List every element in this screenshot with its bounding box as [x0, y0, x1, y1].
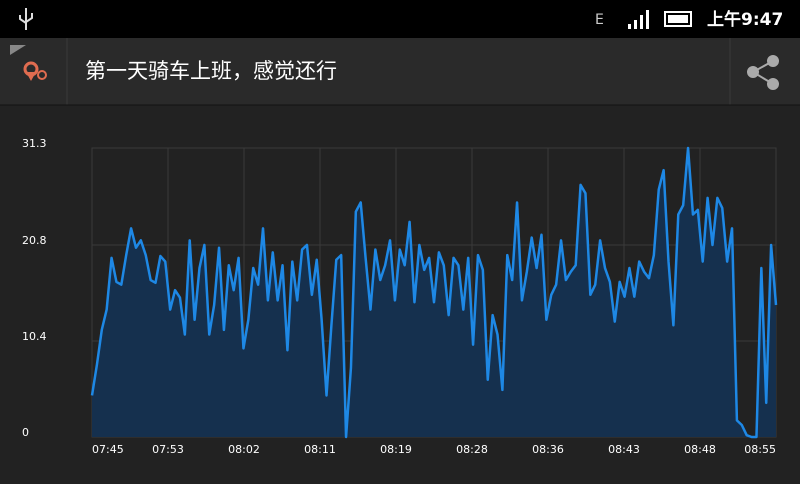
action-bar — [0, 38, 800, 105]
x-tick-label: 08:02 — [228, 443, 260, 456]
y-tick-label: 10.4 — [22, 330, 47, 343]
title: 第一天骑车上班，感觉还行 — [85, 59, 337, 83]
y-tick-label: 20.8 — [22, 234, 47, 247]
corner-mark — [10, 45, 26, 55]
status-bar — [0, 0, 800, 38]
line — [90, 146, 778, 439]
x-tick-label: 08:55 — [744, 443, 776, 456]
x-tick-label: 08:36 — [532, 443, 564, 456]
plot: 07:45 07:53 08:02 08:11 08:19 08:28 08:36 08:43… — [22, 137, 778, 456]
y-tick-label: 31.3 — [22, 137, 47, 150]
x-tick-label: 08:11 — [304, 443, 336, 456]
share-button[interactable] — [747, 55, 779, 90]
signal-icon — [628, 10, 649, 29]
y-tick-label: 0 — [22, 426, 29, 439]
x-tick-label: 07:53 — [152, 443, 184, 456]
usb-icon — [19, 8, 33, 30]
x-tick-label: 08:19 — [380, 443, 412, 456]
clock: 上午9:47 — [707, 9, 783, 30]
app-icon[interactable] — [23, 61, 47, 81]
x-tick-label: 08:48 — [684, 443, 716, 456]
x-tick-label: 08:28 — [456, 443, 488, 456]
area — [92, 148, 776, 437]
battery-level — [668, 15, 688, 23]
battery-icon — [664, 11, 692, 27]
x-tick-label: 07:45 — [92, 443, 124, 456]
network-type: E — [595, 12, 604, 28]
x-tick-label: 08:43 — [608, 443, 640, 456]
